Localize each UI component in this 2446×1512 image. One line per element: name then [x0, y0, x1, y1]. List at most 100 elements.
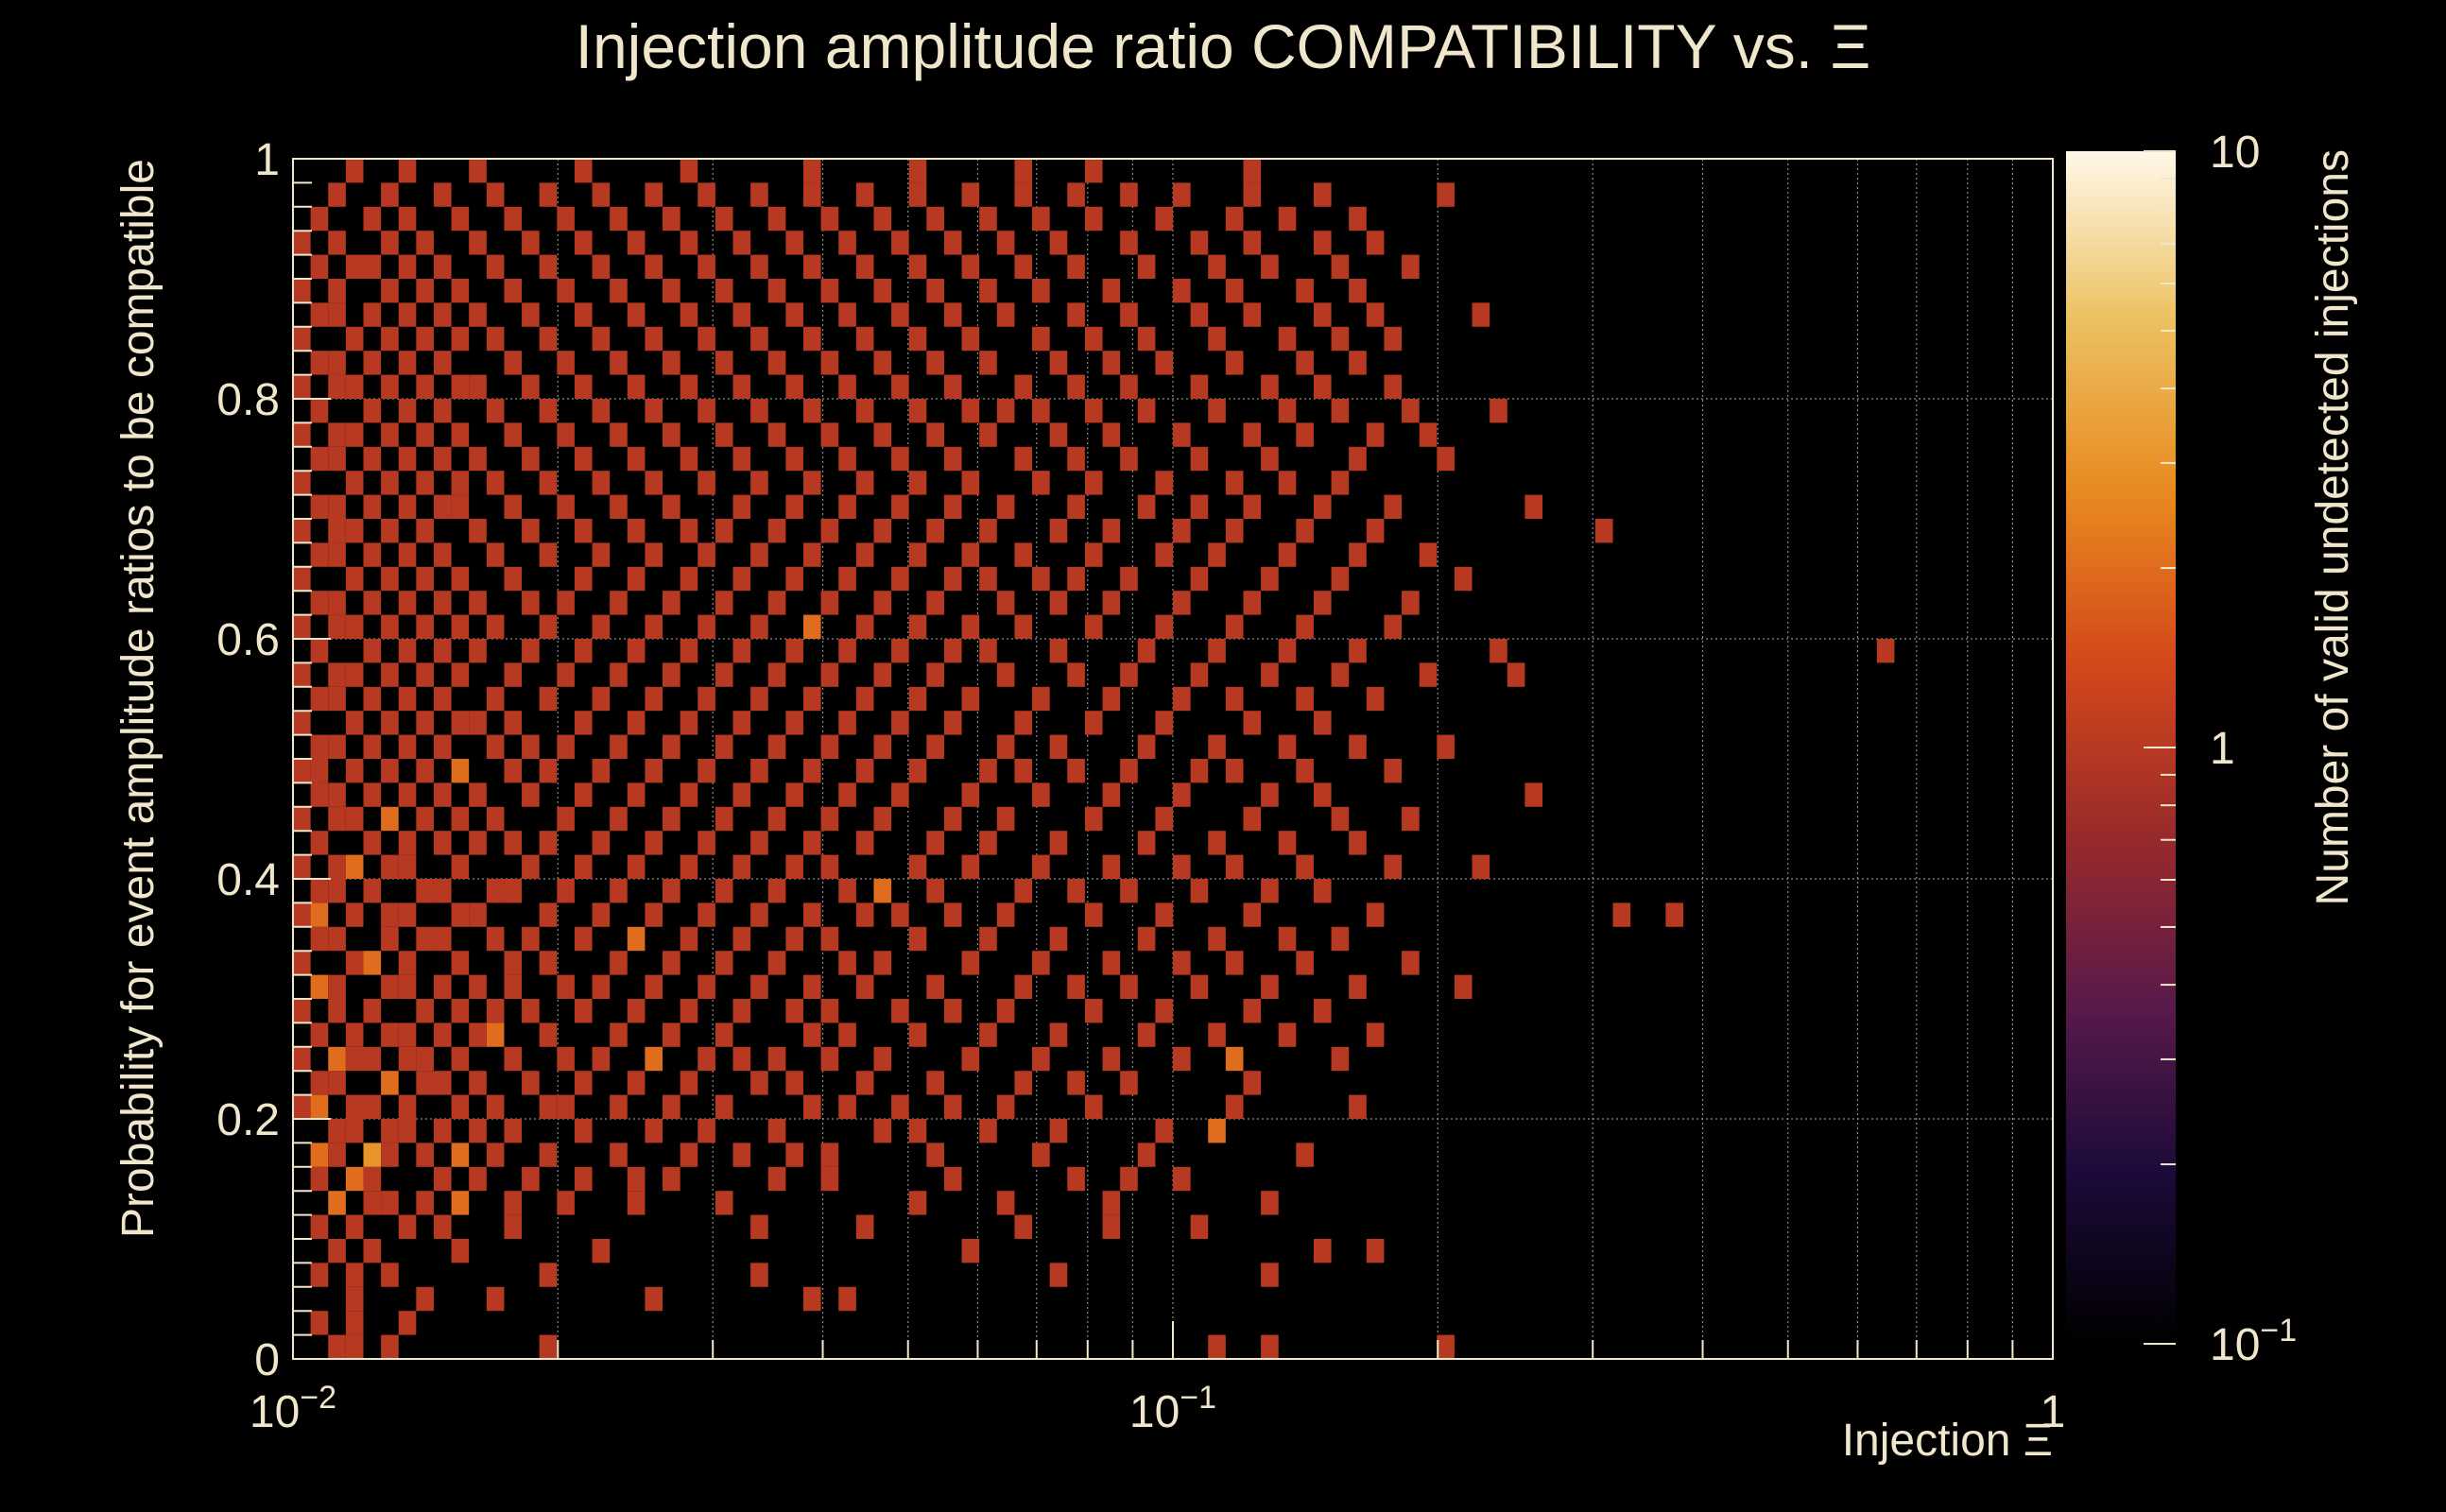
- heatmap-cell: [1102, 519, 1121, 543]
- heatmap-cell: [539, 831, 558, 855]
- heatmap-cell: [328, 1334, 346, 1359]
- heatmap-cell: [627, 302, 646, 327]
- heatmap-cell: [926, 351, 944, 375]
- heatmap-cell: [891, 302, 909, 327]
- heatmap-cell: [732, 1046, 751, 1072]
- heatmap-cell: [645, 686, 663, 712]
- heatmap-cell: [1032, 399, 1050, 423]
- heatmap-cell: [345, 1286, 364, 1312]
- heatmap-cell: [363, 831, 382, 855]
- heatmap-cell: [802, 326, 821, 352]
- heatmap-cell: [345, 902, 364, 927]
- heatmap-cell: [592, 326, 611, 352]
- heatmap-cell: [627, 1191, 646, 1215]
- heatmap-cell: [451, 326, 470, 352]
- heatmap-cell: [1331, 399, 1350, 423]
- heatmap-cell: [820, 1046, 839, 1072]
- heatmap-cell: [838, 302, 856, 327]
- heatmap-cell: [715, 1191, 733, 1215]
- heatmap-cell: [504, 879, 523, 903]
- heatmap-cell: [310, 254, 329, 279]
- heatmap-cell: [732, 711, 751, 735]
- heatmap-cell: [310, 902, 329, 927]
- heatmap-cell: [1225, 614, 1244, 639]
- heatmap-cell: [398, 254, 417, 279]
- heatmap-cell: [433, 1119, 452, 1143]
- heatmap-cell: [1173, 782, 1191, 807]
- heatmap-cell: [802, 974, 821, 999]
- heatmap-cell: [293, 999, 311, 1023]
- heatmap-cell: [574, 639, 593, 663]
- heatmap-cell: [1243, 182, 1262, 207]
- heatmap-cell: [433, 782, 452, 807]
- heatmap-cell: [767, 1046, 786, 1072]
- heatmap-cell: [645, 614, 663, 639]
- heatmap-cell: [539, 614, 558, 639]
- heatmap-cell: [486, 999, 505, 1023]
- heatmap-cell: [381, 1119, 399, 1143]
- heatmap-cell: [1120, 446, 1138, 472]
- heatmap-cell: [1049, 1263, 1068, 1287]
- heatmap-cell: [1102, 591, 1121, 615]
- heatmap-cell: [1313, 782, 1332, 807]
- heatmap-cell: [310, 1263, 329, 1287]
- heatmap-cell: [363, 1094, 382, 1119]
- heatmap-cell: [1173, 854, 1191, 879]
- heatmap-cell: [943, 639, 962, 663]
- heatmap-cell: [1243, 422, 1262, 447]
- heatmap-cell: [1349, 542, 1367, 567]
- heatmap-cell: [310, 926, 329, 952]
- heatmap-cell: [1261, 446, 1279, 472]
- y-tick-label: 0.6: [216, 615, 280, 665]
- heatmap-cell: [363, 446, 382, 472]
- heatmap-cell: [1067, 182, 1085, 207]
- heatmap-cell: [891, 902, 909, 927]
- heatmap-cell: [1331, 1046, 1350, 1072]
- heatmap-cell: [802, 831, 821, 855]
- heatmap-cell: [873, 806, 892, 832]
- heatmap-cell: [293, 614, 311, 639]
- heatmap-cell: [767, 519, 786, 543]
- heatmap-cell: [1278, 926, 1297, 952]
- heatmap-cell: [1014, 542, 1033, 567]
- heatmap-cell: [310, 542, 329, 567]
- heatmap-cell: [293, 711, 311, 735]
- heatmap-cell: [574, 231, 593, 255]
- heatmap-cell: [381, 374, 399, 399]
- heatmap-cell: [979, 279, 997, 303]
- heatmap-cell: [1296, 351, 1314, 375]
- heatmap-cell: [715, 591, 733, 615]
- heatmap-cell: [345, 1166, 364, 1192]
- heatmap-cell: [732, 302, 751, 327]
- heatmap-cell: [398, 1046, 417, 1072]
- heatmap-cell: [310, 302, 329, 327]
- heatmap-cell: [328, 1239, 346, 1263]
- x-tick-label: 10−2: [250, 1380, 336, 1437]
- heatmap-cell: [820, 351, 839, 375]
- heatmap-cell: [645, 1286, 663, 1312]
- heatmap-cell: [855, 831, 874, 855]
- heatmap-cell: [1067, 1166, 1085, 1192]
- heatmap-cell: [1155, 1119, 1173, 1143]
- heatmap-cell: [891, 374, 909, 399]
- heatmap-cell: [363, 254, 382, 279]
- heatmap-cell: [433, 831, 452, 855]
- heatmap-cell: [345, 374, 364, 399]
- heatmap-cell: [838, 374, 856, 399]
- heatmap-cell: [1366, 302, 1385, 327]
- heatmap-cell: [416, 279, 434, 303]
- heatmap-cell: [663, 1022, 680, 1047]
- heatmap-cell: [345, 806, 364, 832]
- heatmap-cell: [1049, 1119, 1068, 1143]
- heatmap-cell: [310, 1214, 329, 1239]
- heatmap-cell: [310, 1071, 329, 1095]
- heatmap-cell: [1331, 326, 1350, 352]
- heatmap-cell: [1278, 1022, 1297, 1047]
- heatmap-cell: [1032, 782, 1050, 807]
- heatmap-cell: [328, 926, 346, 952]
- heatmap-cell: [486, 399, 505, 423]
- heatmap-cell: [627, 999, 646, 1023]
- heatmap-cell: [961, 542, 980, 567]
- heatmap-cell: [592, 974, 611, 999]
- heatmap-cell: [750, 399, 768, 423]
